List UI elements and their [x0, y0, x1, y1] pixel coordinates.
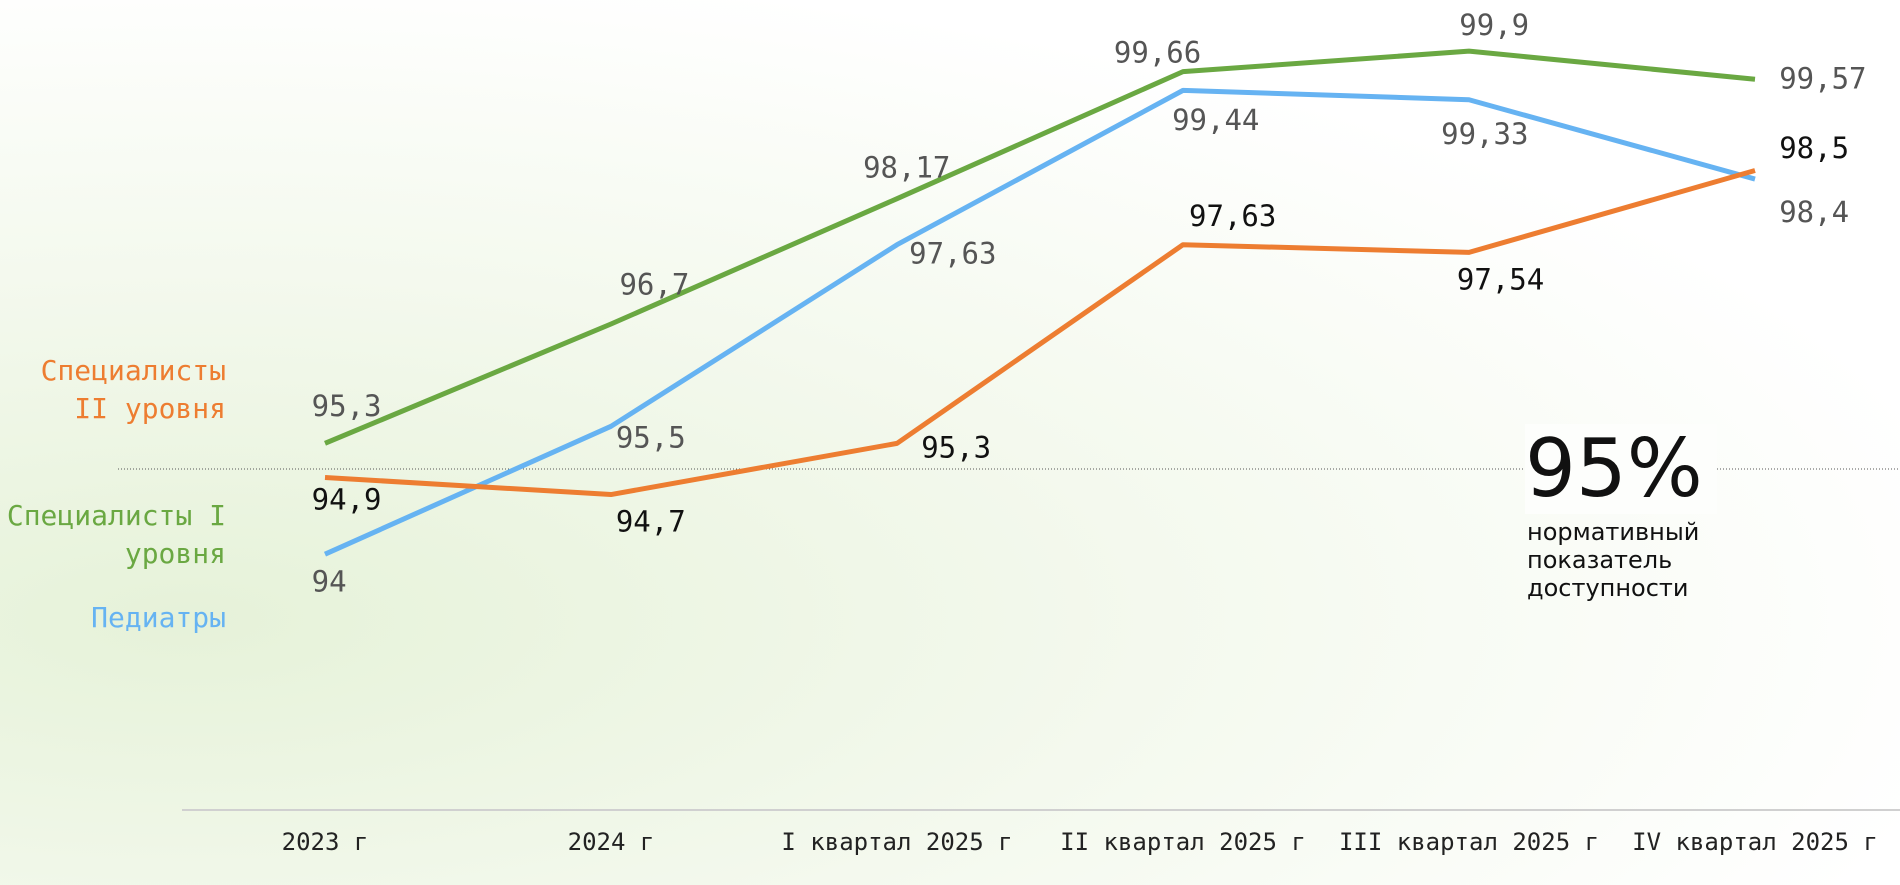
data-label: 99,9 — [1459, 8, 1529, 42]
data-label: 99,57 — [1779, 62, 1866, 96]
reference-label: 95% — [1525, 424, 1717, 514]
x-tick-label: 2024 г — [468, 828, 754, 856]
data-label: 99,44 — [1172, 103, 1259, 137]
data-label: 98,17 — [863, 151, 950, 185]
data-label: 94 — [312, 564, 347, 598]
series-line — [325, 51, 1755, 443]
data-label: 99,66 — [1114, 36, 1201, 70]
reference-note: нормативный показатель доступности — [1527, 518, 1727, 602]
data-label: 99,33 — [1441, 117, 1528, 151]
data-label: 94,7 — [616, 505, 686, 539]
data-label: 95,5 — [616, 421, 686, 455]
x-tick-label: II квартал 2025 г — [1040, 828, 1326, 856]
x-tick-label: 2023 г — [182, 828, 468, 856]
data-label: 98,5 — [1779, 131, 1849, 165]
x-tick-label: III квартал 2025 г — [1326, 828, 1612, 856]
data-label: 96,7 — [619, 267, 689, 301]
data-label: 98,4 — [1779, 195, 1849, 229]
data-label: 97,54 — [1457, 262, 1544, 296]
legend-entry: Специалисты II уровня — [0, 352, 226, 428]
data-label: 97,63 — [1189, 199, 1276, 233]
legend-entry: Педиатры — [0, 599, 226, 637]
legend-entry: Специалисты I уровня — [0, 497, 226, 573]
data-label: 95,3 — [312, 389, 382, 423]
x-tick-label: IV квартал 2025 г — [1612, 828, 1898, 856]
data-label: 97,63 — [909, 237, 996, 271]
data-label: 95,3 — [921, 430, 991, 464]
data-label: 94,9 — [312, 483, 382, 517]
x-tick-label: I квартал 2025 г — [754, 828, 1040, 856]
page: {"chart_data": {"type": "line", "categor… — [0, 0, 1900, 885]
